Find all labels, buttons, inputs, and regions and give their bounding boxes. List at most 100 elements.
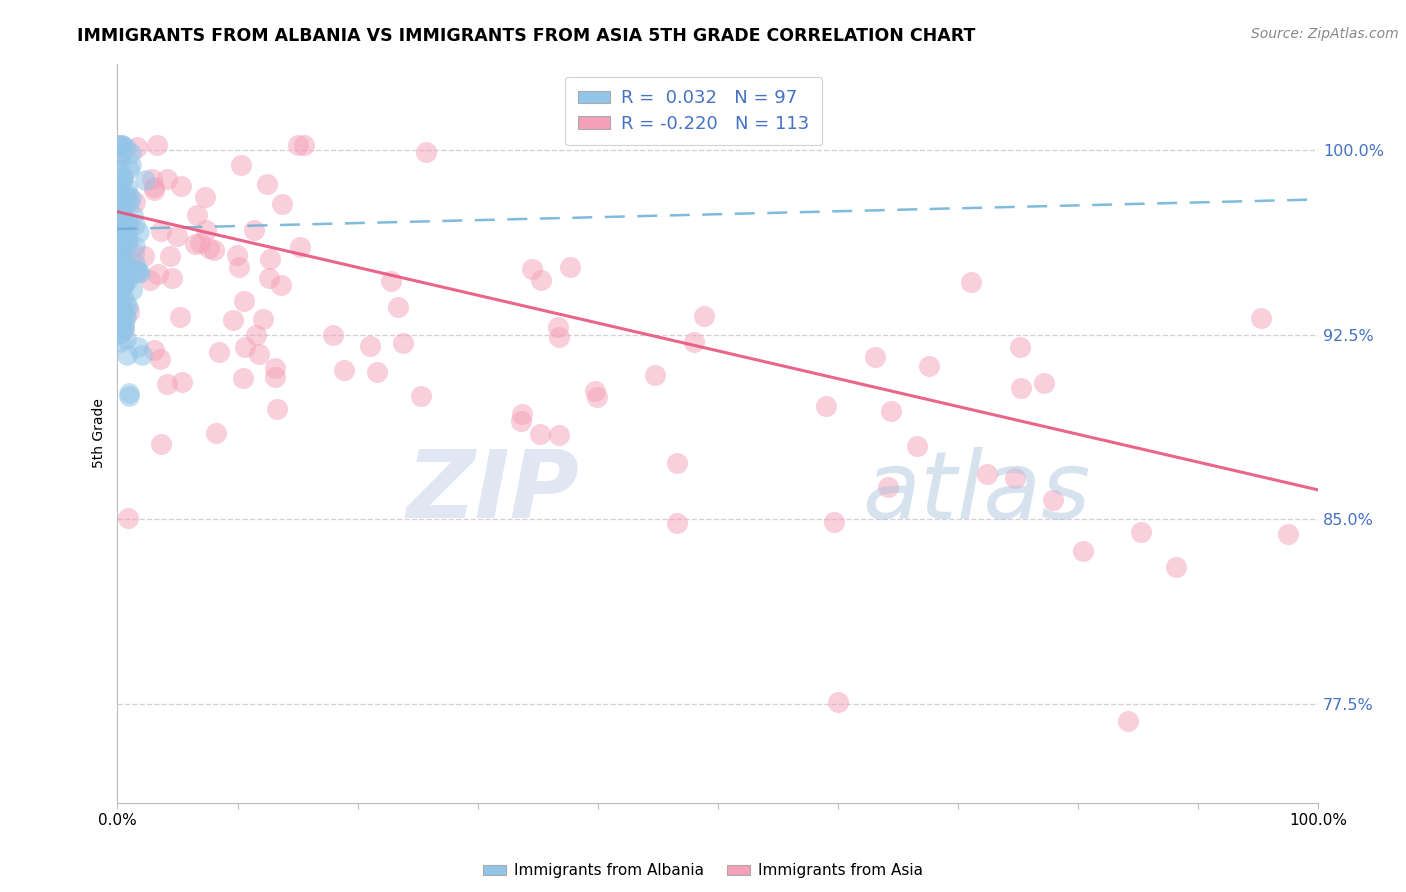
Point	[111, 171, 134, 186]
Point	[366, 365, 388, 379]
Point	[1033, 376, 1056, 390]
Point	[231, 158, 253, 172]
Point	[112, 277, 135, 291]
Point	[644, 368, 666, 382]
Point	[112, 317, 135, 331]
Point	[547, 320, 569, 334]
Point	[108, 280, 131, 294]
Point	[287, 138, 309, 153]
Point	[1116, 714, 1139, 728]
Point	[124, 256, 146, 270]
Point	[1250, 310, 1272, 325]
Point	[150, 436, 173, 450]
Point	[118, 305, 141, 319]
Point	[115, 141, 138, 155]
Point	[1130, 524, 1153, 539]
Point	[107, 287, 129, 301]
Point	[960, 275, 983, 289]
Point	[170, 178, 193, 193]
Point	[194, 190, 217, 204]
Point	[111, 206, 134, 220]
Point	[122, 208, 145, 222]
Point	[111, 272, 134, 286]
Point	[112, 244, 135, 258]
Point	[823, 515, 845, 529]
Point	[183, 237, 205, 252]
Point	[226, 248, 249, 262]
Point	[124, 264, 146, 278]
Point	[111, 314, 134, 328]
Point	[110, 318, 132, 333]
Point	[124, 194, 146, 209]
Point	[108, 252, 131, 267]
Point	[1277, 527, 1299, 541]
Point	[107, 319, 129, 334]
Point	[108, 199, 131, 213]
Point	[1042, 492, 1064, 507]
Point	[110, 254, 132, 268]
Point	[143, 179, 166, 194]
Point	[509, 414, 531, 428]
Point	[108, 138, 131, 153]
Point	[149, 352, 172, 367]
Point	[139, 273, 162, 287]
Point	[558, 260, 581, 275]
Point	[110, 316, 132, 330]
Point	[863, 350, 886, 364]
Point	[111, 207, 134, 221]
Point	[118, 389, 141, 403]
Point	[127, 340, 149, 354]
Point	[257, 271, 280, 285]
Point	[110, 207, 132, 221]
Point	[110, 228, 132, 243]
Point	[522, 262, 544, 277]
Point	[111, 172, 134, 186]
Point	[120, 158, 142, 172]
Point	[264, 369, 287, 384]
Point	[194, 222, 217, 236]
Point	[205, 426, 228, 441]
Point	[110, 276, 132, 290]
Point	[1008, 340, 1031, 354]
Point	[228, 260, 250, 274]
Point	[115, 190, 138, 204]
Point	[208, 345, 231, 359]
Point	[233, 340, 256, 354]
Point	[117, 511, 139, 525]
Point	[117, 188, 139, 202]
Point	[108, 279, 131, 293]
Point	[108, 193, 131, 207]
Text: IMMIGRANTS FROM ALBANIA VS IMMIGRANTS FROM ASIA 5TH GRADE CORRELATION CHART: IMMIGRANTS FROM ALBANIA VS IMMIGRANTS FR…	[77, 27, 976, 45]
Point	[245, 327, 267, 342]
Point	[232, 371, 254, 385]
Point	[169, 310, 191, 324]
Point	[186, 208, 208, 222]
Point	[111, 277, 134, 292]
Point	[159, 249, 181, 263]
Text: ZIP: ZIP	[406, 446, 579, 539]
Point	[530, 273, 553, 287]
Point	[1004, 471, 1026, 485]
Point	[198, 241, 221, 255]
Point	[107, 327, 129, 342]
Point	[111, 279, 134, 293]
Point	[585, 390, 607, 404]
Point	[118, 162, 141, 177]
Point	[110, 237, 132, 252]
Point	[905, 439, 928, 453]
Point	[107, 261, 129, 276]
Point	[132, 250, 155, 264]
Point	[359, 339, 381, 353]
Point	[1164, 560, 1187, 574]
Point	[918, 359, 941, 373]
Point	[392, 335, 415, 350]
Point	[127, 265, 149, 279]
Point	[114, 258, 136, 272]
Point	[270, 277, 292, 292]
Point	[114, 254, 136, 268]
Point	[666, 516, 689, 530]
Point	[107, 222, 129, 236]
Point	[547, 427, 569, 442]
Point	[529, 427, 551, 442]
Point	[107, 181, 129, 195]
